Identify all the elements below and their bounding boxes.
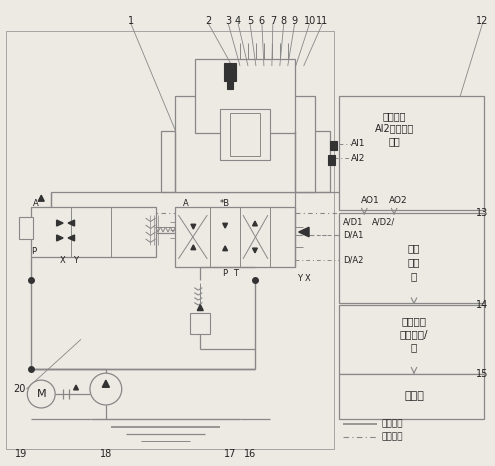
Circle shape <box>90 373 122 405</box>
Polygon shape <box>68 220 75 226</box>
Text: AI2: AI2 <box>351 154 366 163</box>
Circle shape <box>27 380 55 408</box>
Text: A: A <box>183 199 188 208</box>
Bar <box>230 113 260 157</box>
Text: 动态信号: 动态信号 <box>382 111 406 121</box>
Text: 14: 14 <box>476 300 489 309</box>
Text: AI1: AI1 <box>351 139 366 148</box>
Text: 2: 2 <box>205 16 211 26</box>
Text: M: M <box>37 389 46 399</box>
Text: 17: 17 <box>224 449 236 459</box>
Text: AO1: AO1 <box>361 196 380 205</box>
Bar <box>328 156 336 165</box>
Text: 控制电缆: 控制电缆 <box>381 432 403 441</box>
Text: 卡: 卡 <box>411 271 417 281</box>
Text: 4: 4 <box>235 16 241 26</box>
Polygon shape <box>38 195 44 201</box>
Polygon shape <box>223 246 228 251</box>
Bar <box>340 213 484 302</box>
Polygon shape <box>223 223 228 228</box>
Polygon shape <box>198 305 203 310</box>
Text: 助测试软/: 助测试软/ <box>400 329 428 339</box>
Bar <box>196 59 295 133</box>
Text: 采集: 采集 <box>408 257 420 267</box>
Bar <box>224 63 236 81</box>
Bar <box>160 130 330 192</box>
Text: T: T <box>233 269 238 278</box>
Text: AO2: AO2 <box>389 196 408 205</box>
Polygon shape <box>298 227 309 237</box>
Bar <box>175 96 315 192</box>
Text: 13: 13 <box>476 208 489 218</box>
Polygon shape <box>56 220 63 226</box>
Text: D/A2: D/A2 <box>344 255 364 264</box>
Polygon shape <box>191 245 196 250</box>
Text: A: A <box>33 199 39 208</box>
Text: 20: 20 <box>13 384 26 394</box>
Text: 8: 8 <box>281 16 287 26</box>
Bar <box>340 305 484 374</box>
Text: A/D2/: A/D2/ <box>372 218 396 226</box>
Text: 计算机: 计算机 <box>404 391 424 401</box>
Polygon shape <box>252 248 257 253</box>
Text: 6: 6 <box>259 16 265 26</box>
Polygon shape <box>191 224 196 229</box>
Text: 9: 9 <box>292 16 298 26</box>
Bar <box>227 81 233 89</box>
Text: 计算机辅: 计算机辅 <box>401 316 427 327</box>
Text: A/D1: A/D1 <box>344 218 364 226</box>
Bar <box>340 374 484 419</box>
Text: 12: 12 <box>476 16 489 26</box>
Text: 1: 1 <box>128 16 134 26</box>
Bar <box>330 141 338 151</box>
Text: 液压油管: 液压油管 <box>381 419 403 428</box>
Bar <box>19 217 33 239</box>
Text: 件: 件 <box>411 343 417 352</box>
Text: X: X <box>60 256 66 265</box>
Text: Y: Y <box>297 274 302 283</box>
Text: 7: 7 <box>270 16 276 26</box>
Text: 19: 19 <box>15 449 28 459</box>
Bar <box>220 109 270 160</box>
Bar <box>340 96 484 210</box>
Bar <box>31 207 155 257</box>
Text: 11: 11 <box>316 16 329 26</box>
Text: Y: Y <box>73 256 78 265</box>
Text: 16: 16 <box>244 449 256 459</box>
Text: P: P <box>31 247 36 256</box>
Text: 3: 3 <box>225 16 231 26</box>
Text: 模块: 模块 <box>388 137 400 146</box>
Text: 10: 10 <box>303 16 316 26</box>
Polygon shape <box>74 385 78 390</box>
Text: 15: 15 <box>476 369 489 379</box>
Polygon shape <box>102 380 109 387</box>
Text: X: X <box>305 274 310 283</box>
Text: 数据: 数据 <box>408 243 420 253</box>
Text: P: P <box>223 269 228 278</box>
Text: D/A1: D/A1 <box>344 231 364 240</box>
Bar <box>175 207 295 267</box>
Text: 18: 18 <box>99 449 112 459</box>
Text: 5: 5 <box>247 16 253 26</box>
Text: *B: *B <box>220 199 230 208</box>
Bar <box>6 31 335 449</box>
Polygon shape <box>56 235 63 241</box>
Polygon shape <box>252 221 257 226</box>
Polygon shape <box>68 235 75 241</box>
Text: AI2调理电路: AI2调理电路 <box>375 123 414 134</box>
Bar <box>191 313 210 335</box>
